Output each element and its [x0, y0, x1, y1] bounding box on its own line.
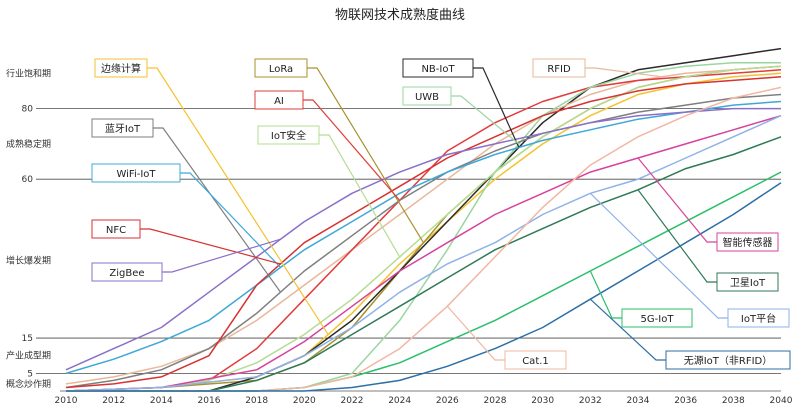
series-label-text: RFID — [547, 64, 571, 75]
series-label-IoT安全: IoT安全 — [257, 125, 401, 258]
series-line-Cat.1 — [66, 86, 782, 392]
series-label-text: 蓝牙IoT — [105, 123, 141, 135]
series-label-NFC: NFC — [91, 219, 281, 265]
x-tick-2018: 2018 — [245, 396, 268, 406]
series-leader-line — [589, 270, 622, 319]
x-tick-2012: 2012 — [102, 396, 125, 406]
x-tick-2020: 2020 — [293, 396, 316, 406]
stage-label: 成熟稳定期 — [6, 138, 51, 150]
series-label-智能传感器: 智能传感器 — [637, 157, 779, 252]
x-tick-2016: 2016 — [198, 396, 221, 406]
series-leader-line — [473, 67, 520, 148]
series-line-IoT平台 — [65, 115, 782, 392]
x-tick-2034: 2034 — [627, 396, 650, 406]
series-label-text: NFC — [106, 225, 126, 236]
x-tick-2032: 2032 — [579, 396, 602, 406]
series-label-text: Cat.1 — [522, 356, 549, 367]
series-label-text: IoT平台 — [741, 312, 776, 325]
series-label-蓝牙IoT: 蓝牙IoT — [91, 118, 281, 293]
series-label-卫星IoT: 卫星IoT — [637, 189, 779, 292]
y-tick-80: 80 — [22, 105, 34, 115]
series-label-LoRa: LoRa — [254, 58, 425, 244]
x-tick-2040: 2040 — [770, 396, 793, 406]
x-tick-2024: 2024 — [388, 396, 411, 406]
x-tick-2010: 2010 — [55, 396, 78, 406]
series-leader-line — [162, 238, 281, 273]
chart-title: 物联网技术成熟度曲线 — [335, 7, 465, 23]
x-tick-2036: 2036 — [674, 396, 697, 406]
series-label-NB-IoT: NB-IoT — [402, 58, 520, 148]
series-line-智能传感器 — [65, 114, 782, 392]
series-label-AI: AI — [254, 90, 401, 201]
series-label-IoT平台: IoT平台 — [589, 192, 790, 328]
series-label-5G-IoT: 5G-IoT — [589, 270, 693, 328]
x-tick-2026: 2026 — [436, 396, 459, 406]
series-leader-line — [319, 134, 401, 258]
series-line-蓝牙IoT — [65, 93, 782, 389]
x-tick-2022: 2022 — [341, 396, 364, 406]
series-line-UWB — [66, 61, 781, 392]
series-leader-line — [446, 305, 505, 361]
series-label-text: AI — [274, 96, 284, 107]
series-leader-line — [589, 192, 728, 319]
x-tick-2028: 2028 — [484, 396, 507, 406]
series-label-UWB: UWB — [402, 86, 520, 145]
stage-label: 增长爆发期 — [6, 254, 51, 266]
series-line-ZigBee — [65, 107, 781, 371]
series-label-text: 5G-IoT — [641, 314, 675, 325]
series-label-WiFi-IoT: WiFi-IoT — [91, 163, 281, 268]
series-leader-line — [303, 99, 401, 201]
stage-label: 行业饱和期 — [6, 67, 51, 79]
series-label-text: 无源IoT（非RFID） — [684, 354, 773, 367]
series-leader-line — [307, 67, 425, 244]
x-tick-2038: 2038 — [722, 396, 745, 406]
series-label-无源IoT（非RFID）: 无源IoT（非RFID） — [589, 298, 791, 370]
series-leader-line — [589, 298, 666, 361]
series-line-无源IoT（非RFID） — [66, 182, 782, 392]
series-leader-line — [637, 189, 717, 283]
stage-label: 概念炒作期 — [6, 378, 51, 390]
x-tick-2014: 2014 — [150, 396, 173, 406]
x-tick-2030: 2030 — [531, 396, 554, 406]
series-line-WiFi-IoT — [65, 100, 782, 375]
y-axis-ticks: 5 15 60 80 — [22, 105, 34, 380]
series-label-ZigBee: ZigBee — [91, 238, 281, 282]
series-labels: 边缘计算 LoRa NB-IoT RFID AI UWB 蓝牙IoT IoT安全 WiFi-Io… — [91, 58, 791, 370]
series-leader-line — [147, 67, 329, 335]
series-line-RFID — [65, 65, 782, 385]
y-tick-60: 60 — [22, 175, 34, 185]
series-label-text: IoT安全 — [271, 129, 306, 142]
series-leader-line — [585, 67, 662, 78]
series-leader-line — [637, 157, 717, 243]
series-label-text: WiFi-IoT — [116, 169, 156, 180]
y-tick-15: 15 — [22, 334, 33, 344]
x-axis-ticks: 2010 2012 2014 2016 2018 2020 2022 2024 2026 2028… — [55, 396, 793, 406]
series-label-Cat.1: Cat.1 — [446, 305, 567, 370]
stage-label: 产业成型期 — [6, 350, 51, 362]
series-line-IoT安全 — [65, 65, 782, 392]
series-leader-line — [180, 172, 281, 268]
series-label-text: LoRa — [269, 64, 293, 75]
series-leader-line — [140, 228, 281, 265]
series-label-text: ZigBee — [109, 268, 144, 279]
series-line-卫星IoT — [66, 136, 782, 392]
series-leader-line — [451, 95, 520, 145]
series-label-text: 卫星IoT — [730, 277, 766, 289]
series-label-RFID: RFID — [532, 58, 662, 78]
series-line-NFC — [65, 76, 782, 389]
y-tick-5: 5 — [27, 369, 33, 379]
series-label-text: NB-IoT — [421, 64, 455, 75]
series-label-text: 边缘计算 — [101, 62, 141, 75]
series-line-AI — [65, 69, 782, 392]
series-leader-line — [153, 127, 281, 293]
series-label-text: UWB — [415, 92, 439, 103]
series-lines — [65, 47, 782, 392]
series-label-边缘计算: 边缘计算 — [94, 58, 329, 335]
series-label-text: 智能传感器 — [723, 236, 773, 249]
